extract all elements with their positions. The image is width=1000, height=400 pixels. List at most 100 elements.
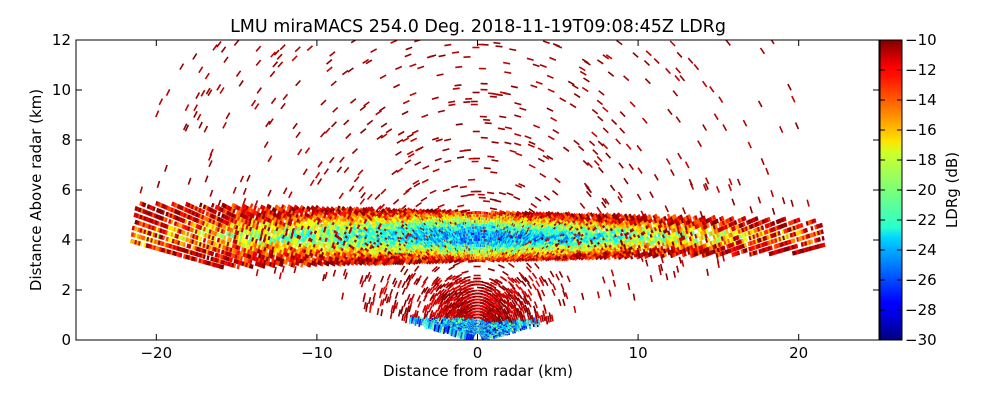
radar-gate (689, 253, 694, 259)
radar-gate (796, 224, 800, 230)
radar-gate (669, 232, 674, 238)
radar-gate (761, 230, 765, 236)
radar-gate (543, 279, 549, 287)
radar-gate (619, 213, 624, 219)
radar-gate (459, 185, 467, 189)
radar-gate (643, 213, 648, 219)
radar-gate (719, 251, 723, 257)
radar-gate (697, 241, 702, 247)
radar-gate (722, 250, 727, 255)
radar-gate (787, 221, 792, 226)
radar-gate (768, 251, 772, 257)
radar-gate (790, 226, 794, 232)
radar-gate (797, 230, 801, 236)
radar-gate (670, 236, 675, 242)
radar-gate (631, 215, 636, 221)
radar-gate (695, 232, 700, 238)
radar-gate (782, 241, 787, 247)
radar-gate (671, 240, 675, 246)
radar-gate (622, 221, 627, 227)
radar-gate (743, 242, 747, 248)
radar-gate (523, 290, 529, 298)
radar-gate (599, 243, 604, 249)
radar-gate (685, 233, 690, 239)
radar-gate (626, 236, 631, 242)
radar-gate (551, 288, 556, 296)
radar-gate (773, 232, 778, 238)
radar-gate (734, 246, 738, 252)
radar-gate (789, 245, 793, 251)
radar-gate (721, 240, 725, 246)
radar-gate (718, 246, 722, 252)
radar-gate (668, 237, 673, 243)
radar-gate (681, 222, 686, 228)
radar-gate (778, 224, 782, 230)
radar-gate (649, 274, 653, 283)
radar-gate (730, 237, 735, 242)
radar-gate (754, 233, 758, 239)
radar-gate (533, 317, 537, 325)
radar-gate (673, 213, 678, 219)
radar-gate (769, 233, 774, 239)
radar-gate (477, 289, 486, 293)
radar-gate (781, 247, 785, 253)
radar-gate (626, 214, 631, 220)
radar-gate (715, 243, 720, 248)
radar-gate (678, 256, 682, 264)
radar-gate (581, 237, 587, 243)
radar-gate (757, 243, 761, 249)
radar-gate (777, 243, 781, 248)
radar-gate (476, 286, 485, 289)
radar-gate (456, 156, 465, 159)
radar-gate (716, 256, 720, 264)
radar-gate (789, 232, 793, 238)
radar-gate (728, 233, 732, 238)
radar-gate (761, 242, 765, 248)
radar-gate (718, 96, 724, 104)
radar-gate (680, 248, 685, 254)
radar-gate (817, 237, 821, 242)
radar-gate (696, 246, 700, 252)
radar-gate (753, 228, 757, 234)
radar-gate (781, 229, 785, 235)
radar-gate (647, 213, 652, 220)
radar-gate (795, 243, 799, 249)
radar-gate (704, 182, 709, 190)
radar-gate (696, 218, 701, 224)
radar-gate (685, 224, 690, 230)
radar-gate (821, 235, 825, 241)
radar-gate (659, 263, 664, 272)
radar-gate (747, 230, 752, 236)
radar-gate (755, 227, 759, 233)
radar-gate (754, 238, 759, 244)
radar-gate (748, 246, 752, 252)
radar-gate (781, 197, 786, 205)
radar-gate (612, 279, 617, 287)
radar-gate (713, 239, 717, 245)
radar-gate (647, 252, 651, 258)
radar-gate (756, 221, 760, 227)
radar-gate (636, 193, 642, 201)
radar-gate (803, 247, 807, 253)
radar-gate (672, 235, 676, 241)
radar-gate (665, 273, 669, 281)
radar-gate (724, 249, 729, 255)
radar-gate (693, 238, 697, 244)
radar-gate (731, 198, 736, 206)
radar-gate (741, 216, 745, 222)
radar-gate (799, 248, 803, 254)
radar-gate (636, 247, 640, 253)
radar-gate (635, 215, 640, 221)
radar-gate (676, 228, 681, 235)
plot-background (76, 40, 879, 340)
radar-gate (726, 223, 730, 229)
radar-gate (694, 224, 698, 230)
radar-gate (527, 294, 533, 302)
radar-gate (486, 191, 495, 195)
radar-gate (704, 233, 708, 239)
radar-gate (709, 231, 714, 236)
radar-gate (816, 244, 820, 249)
radar-gate (678, 228, 683, 234)
radar-gate (790, 238, 794, 244)
radar-gate (776, 225, 780, 230)
